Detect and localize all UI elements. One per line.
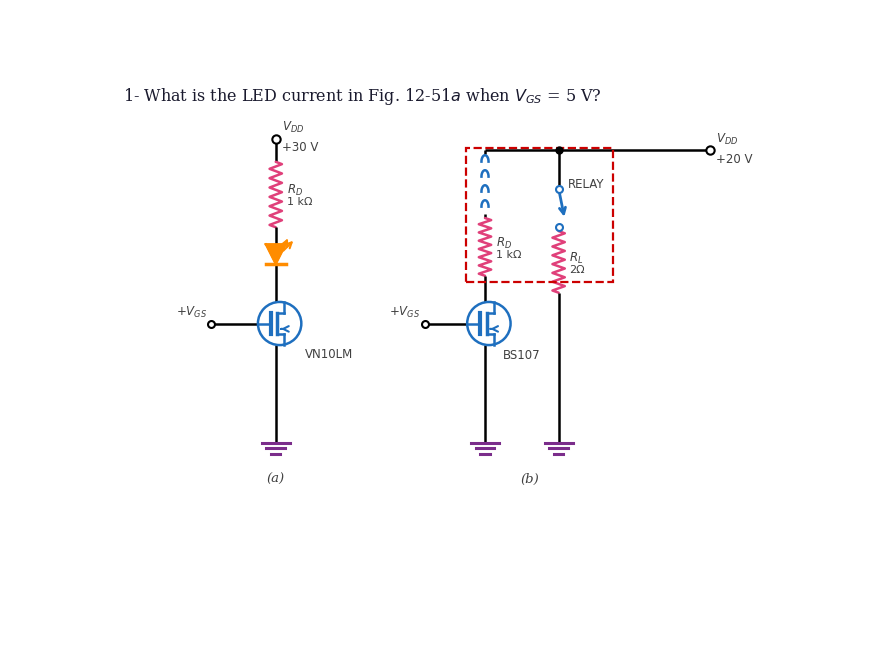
Text: 2Ω: 2Ω bbox=[569, 265, 585, 275]
Text: 1- What is the LED current in Fig. 12-51$a$ when $V_{GS}$ = 5 V?: 1- What is the LED current in Fig. 12-51… bbox=[123, 86, 601, 107]
Text: +30 V: +30 V bbox=[282, 141, 319, 154]
Text: VN10LM: VN10LM bbox=[305, 348, 353, 361]
Text: 1 kΩ: 1 kΩ bbox=[496, 250, 521, 260]
Text: 1 kΩ: 1 kΩ bbox=[286, 197, 313, 207]
Text: BS107: BS107 bbox=[503, 349, 540, 362]
Text: (b): (b) bbox=[520, 473, 539, 486]
Text: +20 V: +20 V bbox=[716, 153, 753, 166]
Polygon shape bbox=[265, 244, 285, 264]
Text: $V_{DD}$: $V_{DD}$ bbox=[716, 132, 739, 147]
Text: +$V_{GS}$: +$V_{GS}$ bbox=[389, 305, 421, 320]
Text: $R_D$: $R_D$ bbox=[286, 183, 303, 198]
Text: $V_{DD}$: $V_{DD}$ bbox=[282, 119, 305, 135]
Text: +$V_{GS}$: +$V_{GS}$ bbox=[176, 305, 208, 320]
Bar bbox=[465, 148, 613, 282]
Text: RELAY: RELAY bbox=[568, 178, 604, 191]
Text: (a): (a) bbox=[266, 473, 285, 486]
Text: $R_D$: $R_D$ bbox=[496, 236, 512, 251]
Text: $R_L$: $R_L$ bbox=[569, 251, 584, 265]
